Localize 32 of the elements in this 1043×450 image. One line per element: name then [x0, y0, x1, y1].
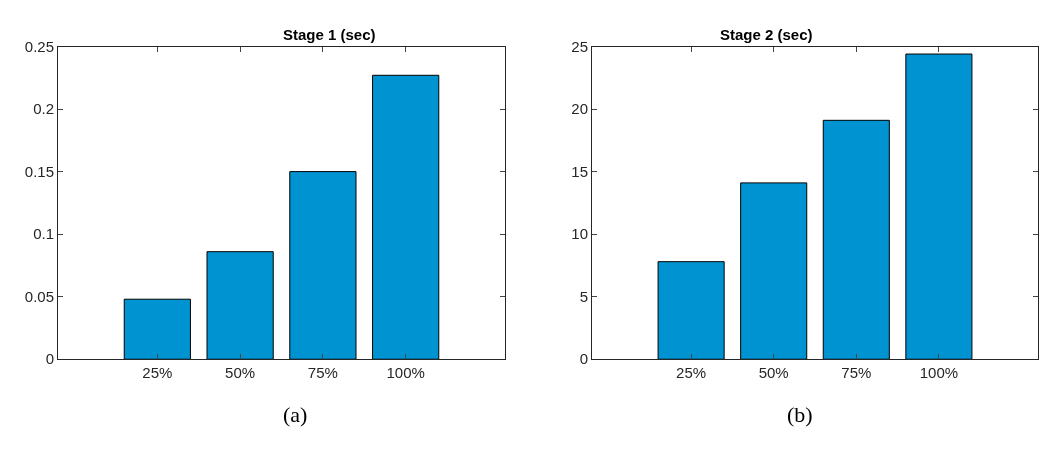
x-tick-label: 75%	[307, 364, 338, 382]
x-tick-label: 50%	[758, 364, 789, 382]
y-tick-label: 0.15	[24, 162, 54, 180]
x-tick-label: 75%	[841, 364, 872, 382]
y-tick-label: 15	[571, 162, 588, 180]
x-tick-label: 100%	[386, 364, 425, 382]
y-tick-label: 0.25	[24, 37, 54, 55]
y-tick-label: 0.1	[33, 225, 54, 243]
bar	[372, 74, 440, 360]
y-tick-label: 0	[45, 350, 54, 368]
chart-title: Stage 2 (sec)	[720, 26, 813, 43]
bar	[657, 261, 725, 360]
y-tick-label: 10	[571, 225, 588, 243]
bar	[289, 171, 357, 360]
x-tick-label: 25%	[676, 364, 707, 382]
text: (b)	[787, 402, 813, 427]
y-tick-label: 20	[571, 100, 588, 118]
bar	[206, 251, 274, 360]
x-tick-label: 100%	[919, 364, 959, 382]
x-tick-label: 25%	[142, 364, 173, 382]
x-tick-label: 50%	[225, 364, 256, 382]
y-tick-label: 25	[571, 37, 588, 55]
text: (a)	[283, 402, 308, 427]
bar	[123, 298, 191, 360]
y-tick-label: 0	[579, 350, 588, 368]
bar	[905, 53, 973, 360]
chart-title: Stage 1 (sec)	[283, 26, 376, 43]
bar	[822, 119, 890, 360]
y-tick-label: 0.05	[24, 287, 54, 305]
y-tick-label: 5	[579, 287, 588, 305]
bar	[740, 182, 808, 360]
y-tick-label: 0.2	[33, 100, 54, 118]
